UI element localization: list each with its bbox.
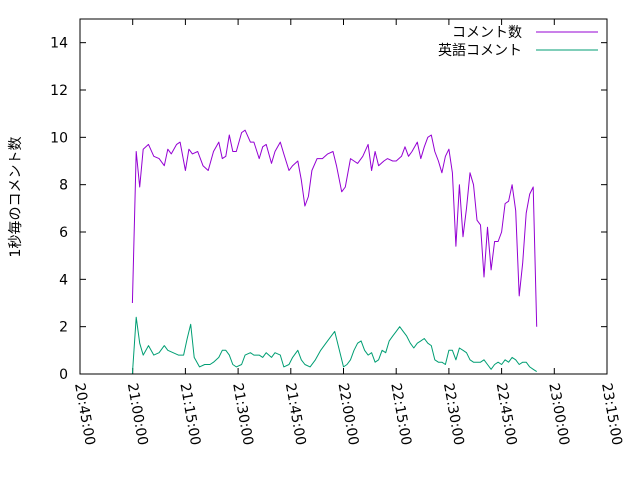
x-tick-label: 22:00:00 (335, 382, 362, 447)
x-tick-label: 23:00:00 (545, 382, 572, 447)
series-line (131, 316, 537, 375)
y-axis-label: 1秒毎のコメント数 (8, 137, 24, 258)
x-tick-label: 20:45:00 (71, 382, 98, 447)
y-tick-label: 6 (59, 225, 68, 241)
series-layer (131, 129, 538, 375)
legend-label: コメント数 (452, 25, 522, 41)
y-tick-labels: 0 2 4 6 8 10 12 14 (50, 36, 68, 383)
y-tick-label: 0 (59, 367, 68, 383)
y-tick-label: 14 (50, 36, 68, 52)
y-tick-label: 4 (59, 272, 68, 288)
y-tick-label: 10 (50, 130, 68, 146)
x-tick-label: 21:45:00 (282, 382, 309, 447)
x-tick-labels: 20:45:00 21:00:00 21:15:00 21:30:00 21:45:00… (71, 382, 625, 447)
x-tick-label: 21:00:00 (124, 382, 151, 447)
y-tick-label: 8 (59, 178, 68, 194)
y-tick-label: 12 (50, 83, 68, 99)
series-line (131, 129, 538, 327)
plot-frame (79, 18, 608, 375)
x-tick-label: 21:15:00 (176, 382, 203, 447)
x-tick-label: 22:30:00 (440, 382, 467, 447)
legend-label: 英語コメント (438, 42, 522, 59)
x-tick-label: 22:15:00 (387, 382, 414, 447)
x-tick-label: 21:30:00 (229, 382, 256, 447)
y-tick-label: 2 (59, 320, 68, 336)
axis-ticks (79, 19, 608, 375)
x-tick-label: 23:15:00 (598, 382, 625, 447)
x-tick-label: 22:45:00 (493, 382, 520, 447)
